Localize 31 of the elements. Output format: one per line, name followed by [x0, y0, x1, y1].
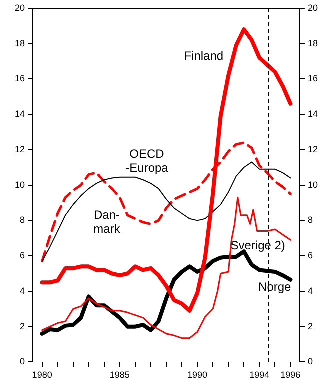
x-tick-label: 1996: [280, 370, 301, 380]
x-tick-label: 1990: [188, 370, 208, 380]
y2-tick-label: 18: [308, 38, 318, 48]
series-label: Finland: [184, 48, 224, 63]
y-tick-label: 2: [20, 321, 26, 332]
y2-tick-label: 4: [308, 286, 314, 296]
y2-tick-label: 6: [308, 250, 314, 261]
series-label: Norge: [258, 280, 292, 294]
y-tick-label: 6: [20, 250, 26, 261]
y2-tick-label: 8: [308, 215, 314, 226]
x-tick-label: 1994: [250, 370, 270, 380]
y-tick-label: 16: [14, 74, 26, 84]
y2-tick-label: 20: [308, 2, 318, 13]
y2-tick-label: 2: [308, 321, 314, 332]
x-tick-label: 1980: [32, 370, 52, 380]
y-tick-label: 20: [14, 2, 26, 13]
y-tick-label: 10: [14, 180, 26, 190]
y-tick-label: 14: [14, 109, 26, 120]
y-tick-label: 0: [20, 356, 26, 367]
y2-tick-label: 16: [308, 74, 318, 84]
y-tick-label: 18: [14, 38, 26, 48]
y-tick-label: 12: [14, 144, 26, 154]
y2-tick-label: 12: [308, 144, 318, 154]
y2-tick-label: 14: [308, 109, 318, 120]
x-tick-label: 1985: [110, 370, 130, 380]
series-label: OECD -Europa: [126, 146, 169, 175]
y2-tick-label: 10: [308, 180, 318, 190]
y-tick-label: 8: [20, 215, 26, 226]
y2-tick-label: 0: [308, 356, 314, 367]
y-tick-label: 4: [20, 286, 26, 296]
series-label: Dan- mark: [94, 208, 122, 236]
